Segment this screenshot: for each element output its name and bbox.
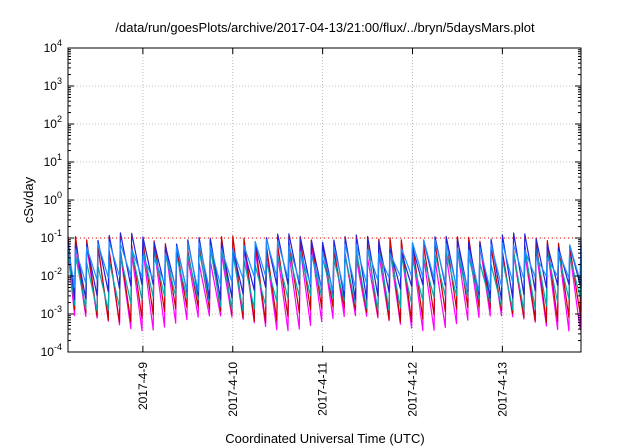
x-tick-label: 2017-4-10: [226, 362, 240, 417]
y-tick-label: 101: [44, 152, 62, 169]
y-tick-label: 10-1: [41, 228, 62, 245]
y-tick-label: 103: [44, 76, 62, 93]
x-tick-label: 2017-4-12: [405, 362, 419, 417]
y-axis-label: cSv/day: [21, 176, 36, 223]
series-line: [67, 239, 582, 292]
grid: [68, 48, 581, 352]
x-tick-label: 2017-4-9: [136, 362, 150, 410]
x-axis: 2017-4-9 2017-4-10 2017-4-11 2017-4-12 2017-…: [136, 48, 509, 417]
x-tick-label: 2017-4-13: [495, 362, 509, 417]
y-tick-label: 10-3: [41, 304, 62, 321]
x-axis-label: Coordinated Universal Time (UTC): [225, 431, 424, 446]
y-tick-label: 100: [44, 190, 62, 207]
y-tick-label: 102: [44, 114, 62, 131]
series-group: [67, 232, 582, 332]
y-axis: 10-4 10-3 10-2 10-1 100 101 102 103 104: [41, 38, 581, 359]
y-tick-label: 104: [44, 38, 62, 55]
x-tick-label: 2017-4-11: [316, 362, 330, 416]
chart-title: /data/run/goesPlots/archive/2017-04-13/2…: [115, 20, 535, 35]
y-tick-label: 10-2: [41, 266, 62, 283]
plot-frame: [67, 47, 582, 353]
y-tick-label: 10-4: [41, 342, 62, 359]
